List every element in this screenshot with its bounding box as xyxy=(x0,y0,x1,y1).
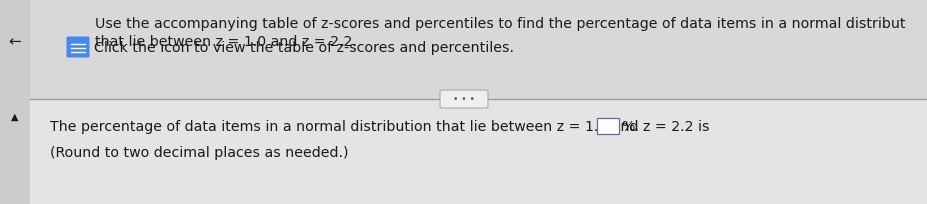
Text: • • •: • • • xyxy=(452,95,475,104)
Text: that lie between z = 1.0 and z = 2.2.: that lie between z = 1.0 and z = 2.2. xyxy=(95,35,357,49)
FancyBboxPatch shape xyxy=(596,118,618,134)
Bar xyxy=(0,0,927,100)
Bar xyxy=(0,0,30,204)
Bar xyxy=(0,100,927,204)
FancyBboxPatch shape xyxy=(439,91,488,109)
FancyBboxPatch shape xyxy=(67,37,89,58)
Text: (Round to two decimal places as needed.): (Round to two decimal places as needed.) xyxy=(50,145,349,159)
Text: The percentage of data items in a normal distribution that lie between z = 1.0 a: The percentage of data items in a normal… xyxy=(50,119,709,133)
Text: ←: ← xyxy=(8,34,21,49)
Text: %.: %. xyxy=(620,119,638,133)
Text: ▲: ▲ xyxy=(11,111,19,121)
Text: Click the icon to view the table of z-scores and percentiles.: Click the icon to view the table of z-sc… xyxy=(94,41,514,55)
Text: Use the accompanying table of z-scores and percentiles to find the percentage of: Use the accompanying table of z-scores a… xyxy=(95,17,905,31)
